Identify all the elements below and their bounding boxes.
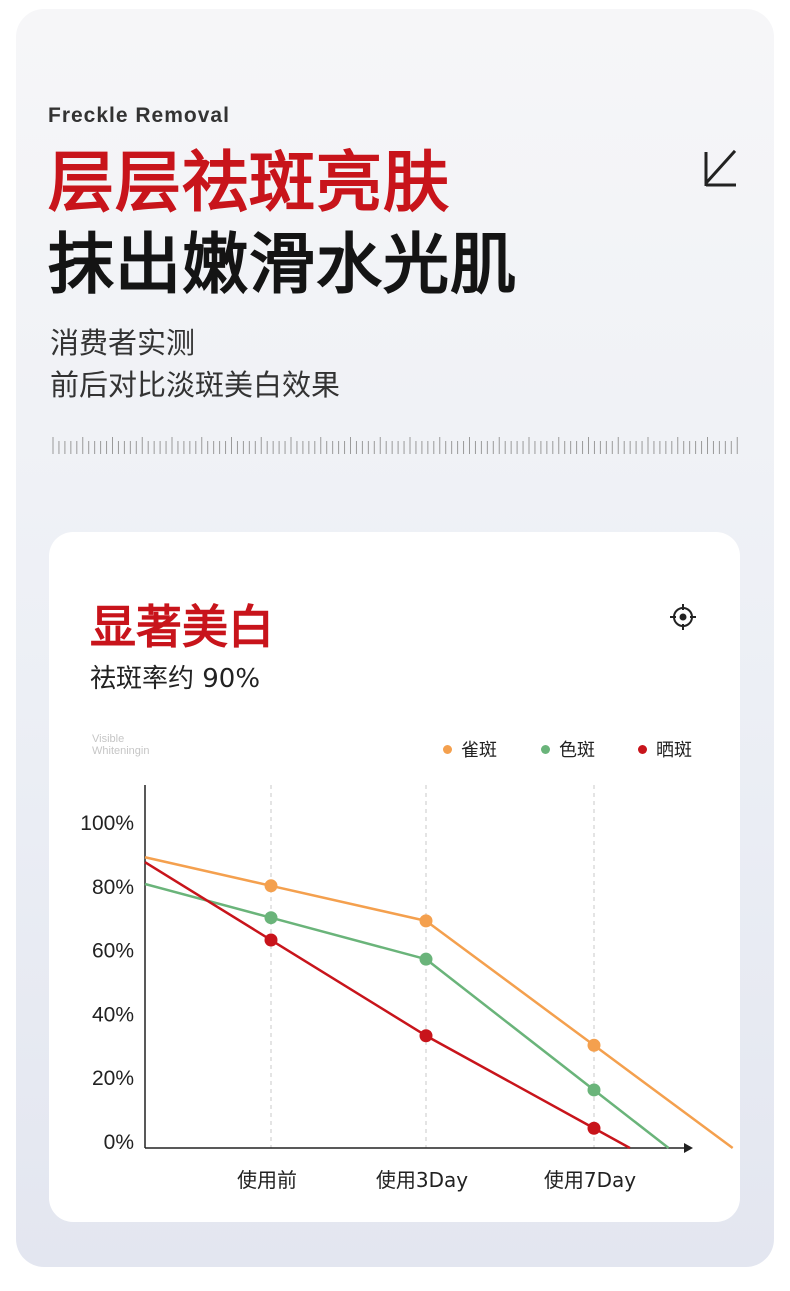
y-tick-label: 100% [80,812,134,835]
eyebrow-text: Freckle Removal [48,104,230,127]
data-point [587,1121,601,1135]
legend-item-sunspot: 晒斑 [638,736,692,762]
ruler-divider [52,437,738,454]
subtitle-line-1: 消费者实测 [50,326,196,360]
legend-dot [443,744,452,754]
y-tick-label: 20% [92,1067,134,1090]
series-line [144,856,734,1150]
headline-black: 抹出嫩滑水光肌 [48,226,517,303]
watermark-text: Visible Whiteningin [92,733,149,757]
legend-label: 色斑 [559,740,595,761]
data-point [419,1029,433,1043]
subtitle-line-2: 前后对比淡斑美白效果 [50,368,341,402]
series-line [144,861,631,1150]
x-tick-label: 使用7Day [544,1168,636,1192]
card-subtitle: 祛斑率约 90% [90,664,261,694]
y-tick-label: 40% [92,1003,134,1026]
x-tick-label: 使用前 [237,1168,297,1192]
headline-red: 层层祛斑亮肤 [48,144,450,221]
data-point [419,914,433,928]
legend-label: 雀斑 [461,740,497,761]
legend-dot [541,744,550,754]
legend-dot [638,744,647,754]
data-point [419,952,433,966]
crosshair-icon [670,604,696,630]
arrow-down-left-icon [704,149,737,187]
watermark-line-2: Whiteningin [92,745,150,757]
y-tick-label: 80% [92,876,134,899]
data-point [264,879,278,893]
data-point [264,933,278,947]
x-axis-arrow [684,1143,693,1153]
legend-item-freckle: 雀斑 [443,736,497,762]
data-point [264,911,278,925]
legend-item-pigment: 色斑 [541,736,595,762]
legend-label: 晒斑 [656,740,692,761]
card-title: 显著美白 [90,600,274,654]
y-tick-label: 0% [104,1131,134,1154]
data-point [587,1038,601,1052]
chart-card [49,532,740,1222]
y-tick-label: 60% [92,940,134,963]
data-point [587,1083,601,1097]
watermark-line-1: Visible [92,733,125,745]
x-tick-label: 使用3Day [376,1168,468,1192]
series-line [144,882,670,1149]
